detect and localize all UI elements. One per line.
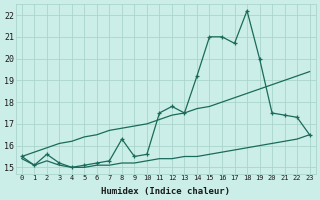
X-axis label: Humidex (Indice chaleur): Humidex (Indice chaleur) bbox=[101, 187, 230, 196]
